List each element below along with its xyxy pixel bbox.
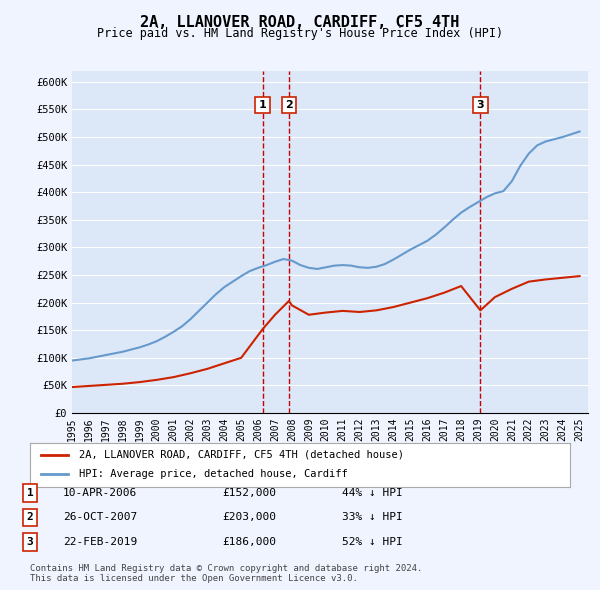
Text: £203,000: £203,000 [222,513,276,522]
Text: 2A, LLANOVER ROAD, CARDIFF, CF5 4TH: 2A, LLANOVER ROAD, CARDIFF, CF5 4TH [140,15,460,30]
Text: 2A, LLANOVER ROAD, CARDIFF, CF5 4TH (detached house): 2A, LLANOVER ROAD, CARDIFF, CF5 4TH (det… [79,450,404,460]
Text: £152,000: £152,000 [222,488,276,497]
Text: 10-APR-2006: 10-APR-2006 [63,488,137,497]
Text: 52% ↓ HPI: 52% ↓ HPI [342,537,403,547]
Text: HPI: Average price, detached house, Cardiff: HPI: Average price, detached house, Card… [79,470,347,479]
Text: 2: 2 [26,513,34,522]
Text: 33% ↓ HPI: 33% ↓ HPI [342,513,403,522]
Text: 44% ↓ HPI: 44% ↓ HPI [342,488,403,497]
Text: 22-FEB-2019: 22-FEB-2019 [63,537,137,547]
Text: 26-OCT-2007: 26-OCT-2007 [63,513,137,522]
Text: 3: 3 [476,100,484,110]
Text: Contains HM Land Registry data © Crown copyright and database right 2024.
This d: Contains HM Land Registry data © Crown c… [30,563,422,583]
Text: £186,000: £186,000 [222,537,276,547]
Text: 1: 1 [259,100,266,110]
Text: 3: 3 [26,537,34,547]
Text: 1: 1 [26,488,34,497]
Text: 2: 2 [285,100,293,110]
Text: Price paid vs. HM Land Registry's House Price Index (HPI): Price paid vs. HM Land Registry's House … [97,27,503,40]
